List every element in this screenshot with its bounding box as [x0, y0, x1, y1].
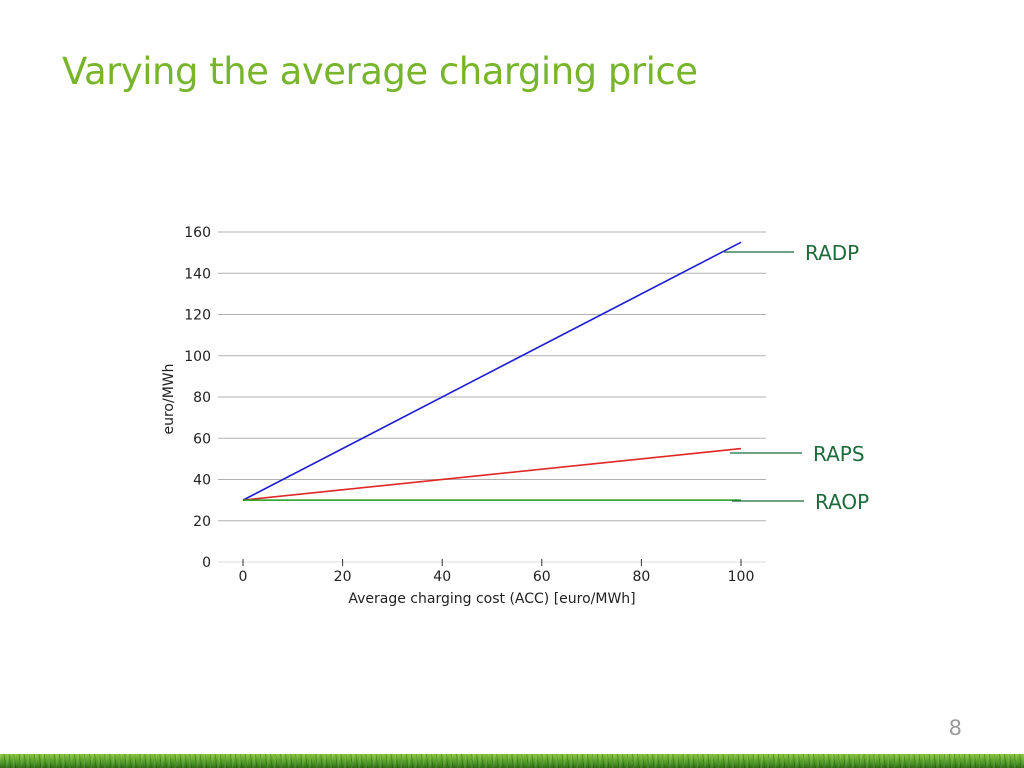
y-tick-label-0: 0	[202, 555, 211, 571]
x-tick-label-40: 40	[433, 569, 451, 585]
slide-title: Varying the average charging price	[62, 50, 698, 93]
series-annotations: RADP RAPS RAOP	[724, 241, 869, 514]
y-tick-label-140: 140	[184, 266, 211, 282]
x-axis-label: Average charging cost (ACC) [euro/MWh]	[348, 591, 635, 607]
x-tick-label-60: 60	[533, 569, 551, 585]
x-tick-label-80: 80	[632, 569, 650, 585]
slide-number: 8	[948, 716, 962, 740]
tick-labels: 0 20 40 60 80 100 120 140 160 0 20 40 60 80 100	[184, 225, 754, 585]
x-tick-label-100: 100	[728, 569, 755, 585]
y-tick-label-100: 100	[184, 349, 211, 365]
annotation-label-radp: RADP	[805, 241, 859, 265]
y-tick-label-120: 120	[184, 308, 211, 324]
series-lines	[242, 241, 742, 501]
grid-lines	[218, 231, 766, 522]
y-tick-label-160: 160	[184, 225, 211, 241]
x-tick-label-20: 20	[334, 569, 352, 585]
y-axis-label: euro/MWh	[161, 363, 177, 434]
grass-footer-decoration	[0, 754, 1024, 768]
annotation-label-raop: RAOP	[815, 490, 869, 514]
series-line-radp	[242, 241, 742, 501]
y-tick-label-20: 20	[193, 514, 211, 530]
annotation-label-raps: RAPS	[813, 442, 865, 466]
y-tick-label-80: 80	[193, 390, 211, 406]
y-tick-label-40: 40	[193, 473, 211, 489]
series-line-raps	[242, 447, 742, 501]
x-tick-label-0: 0	[239, 569, 248, 585]
x-axis	[218, 559, 766, 566]
y-tick-label-60: 60	[193, 431, 211, 447]
